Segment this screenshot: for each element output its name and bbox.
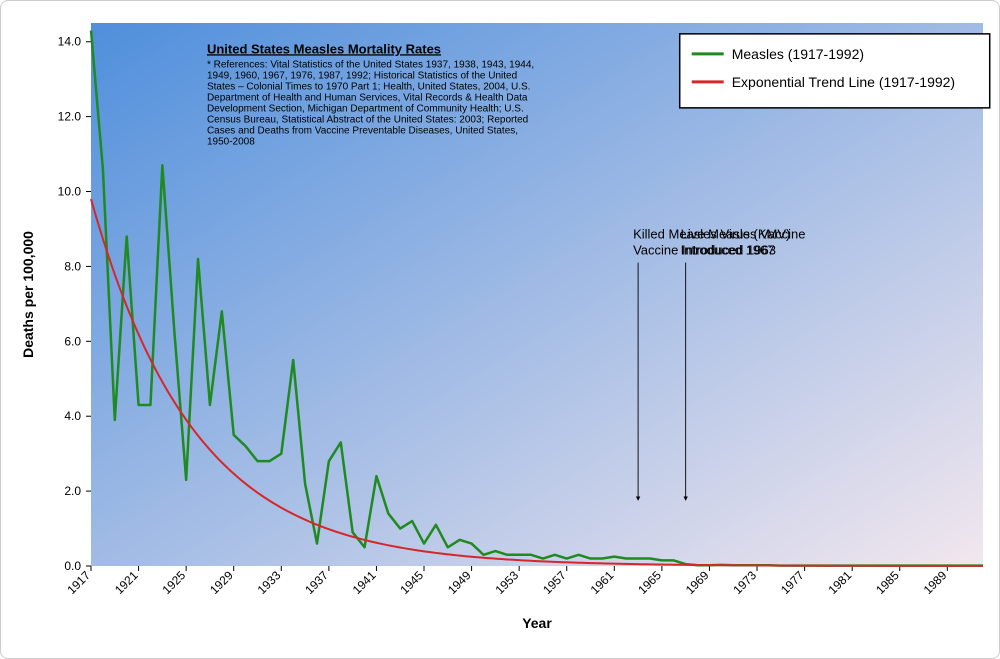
x-tick-label: 1953 (492, 568, 521, 597)
x-tick-label: 1933 (255, 568, 284, 597)
y-tick-label: 10.0 (58, 185, 82, 199)
x-tick-label: 1973 (730, 568, 759, 597)
references-text: Cases and Deaths from Vaccine Preventabl… (207, 125, 518, 136)
x-tick-label: 1945 (397, 568, 426, 597)
y-axis-label: Deaths per 100,000 (20, 231, 36, 358)
references-text: States – Colonial Times to 1970 Part 1; … (207, 81, 531, 92)
x-tick-label: 1977 (778, 568, 807, 597)
y-tick-label: 4.0 (64, 409, 81, 423)
y-tick-label: 6.0 (64, 334, 81, 348)
x-tick-label: 1989 (921, 568, 950, 597)
y-tick-label: 12.0 (58, 110, 82, 124)
legend-label: Measles (1917-1992) (732, 46, 864, 62)
references-text: Department of Health and Human Services,… (207, 92, 528, 103)
x-tick-label: 1929 (207, 568, 236, 597)
references-text: 1949, 1960, 1967, 1976, 1987, 1992; Hist… (207, 70, 517, 81)
x-tick-label: 1969 (683, 568, 712, 597)
x-tick-label: 1985 (873, 568, 902, 597)
references-text: 1950-2008 (207, 136, 255, 147)
references-text: * References: Vital Statistics of the Un… (207, 59, 534, 70)
chart-frame: 0.02.04.06.08.010.012.014.01917192119251… (0, 0, 1000, 659)
x-tick-label: 1981 (826, 568, 855, 597)
x-tick-label: 1921 (112, 568, 141, 597)
y-tick-label: 14.0 (58, 35, 82, 49)
x-tick-label: 1925 (159, 568, 188, 597)
annotation-text: Live Measles Vaccine (681, 227, 806, 242)
references-text: Development Section, Michigan Department… (207, 103, 524, 114)
x-tick-label: 1941 (350, 568, 379, 597)
legend-label: Exponential Trend Line (1917-1992) (732, 74, 955, 90)
annotation-text: Introduced 1967 (681, 243, 775, 258)
x-tick-label: 1957 (540, 568, 569, 597)
references-text: Census Bureau, Statistical Abstract of t… (207, 114, 528, 125)
x-tick-label: 1949 (445, 568, 474, 597)
x-axis-label: Year (522, 615, 552, 631)
y-tick-label: 8.0 (64, 259, 81, 273)
chart-title: United States Measles Mortality Rates (207, 41, 441, 56)
x-tick-label: 1937 (302, 568, 331, 597)
x-tick-label: 1965 (635, 568, 664, 597)
x-tick-label: 1961 (588, 568, 617, 597)
y-tick-label: 2.0 (64, 484, 81, 498)
mortality-chart: 0.02.04.06.08.010.012.014.01917192119251… (1, 1, 1000, 659)
legend: Measles (1917-1992) Exponential Trend Lin… (680, 34, 990, 108)
y-tick-label: 0.0 (64, 559, 81, 573)
